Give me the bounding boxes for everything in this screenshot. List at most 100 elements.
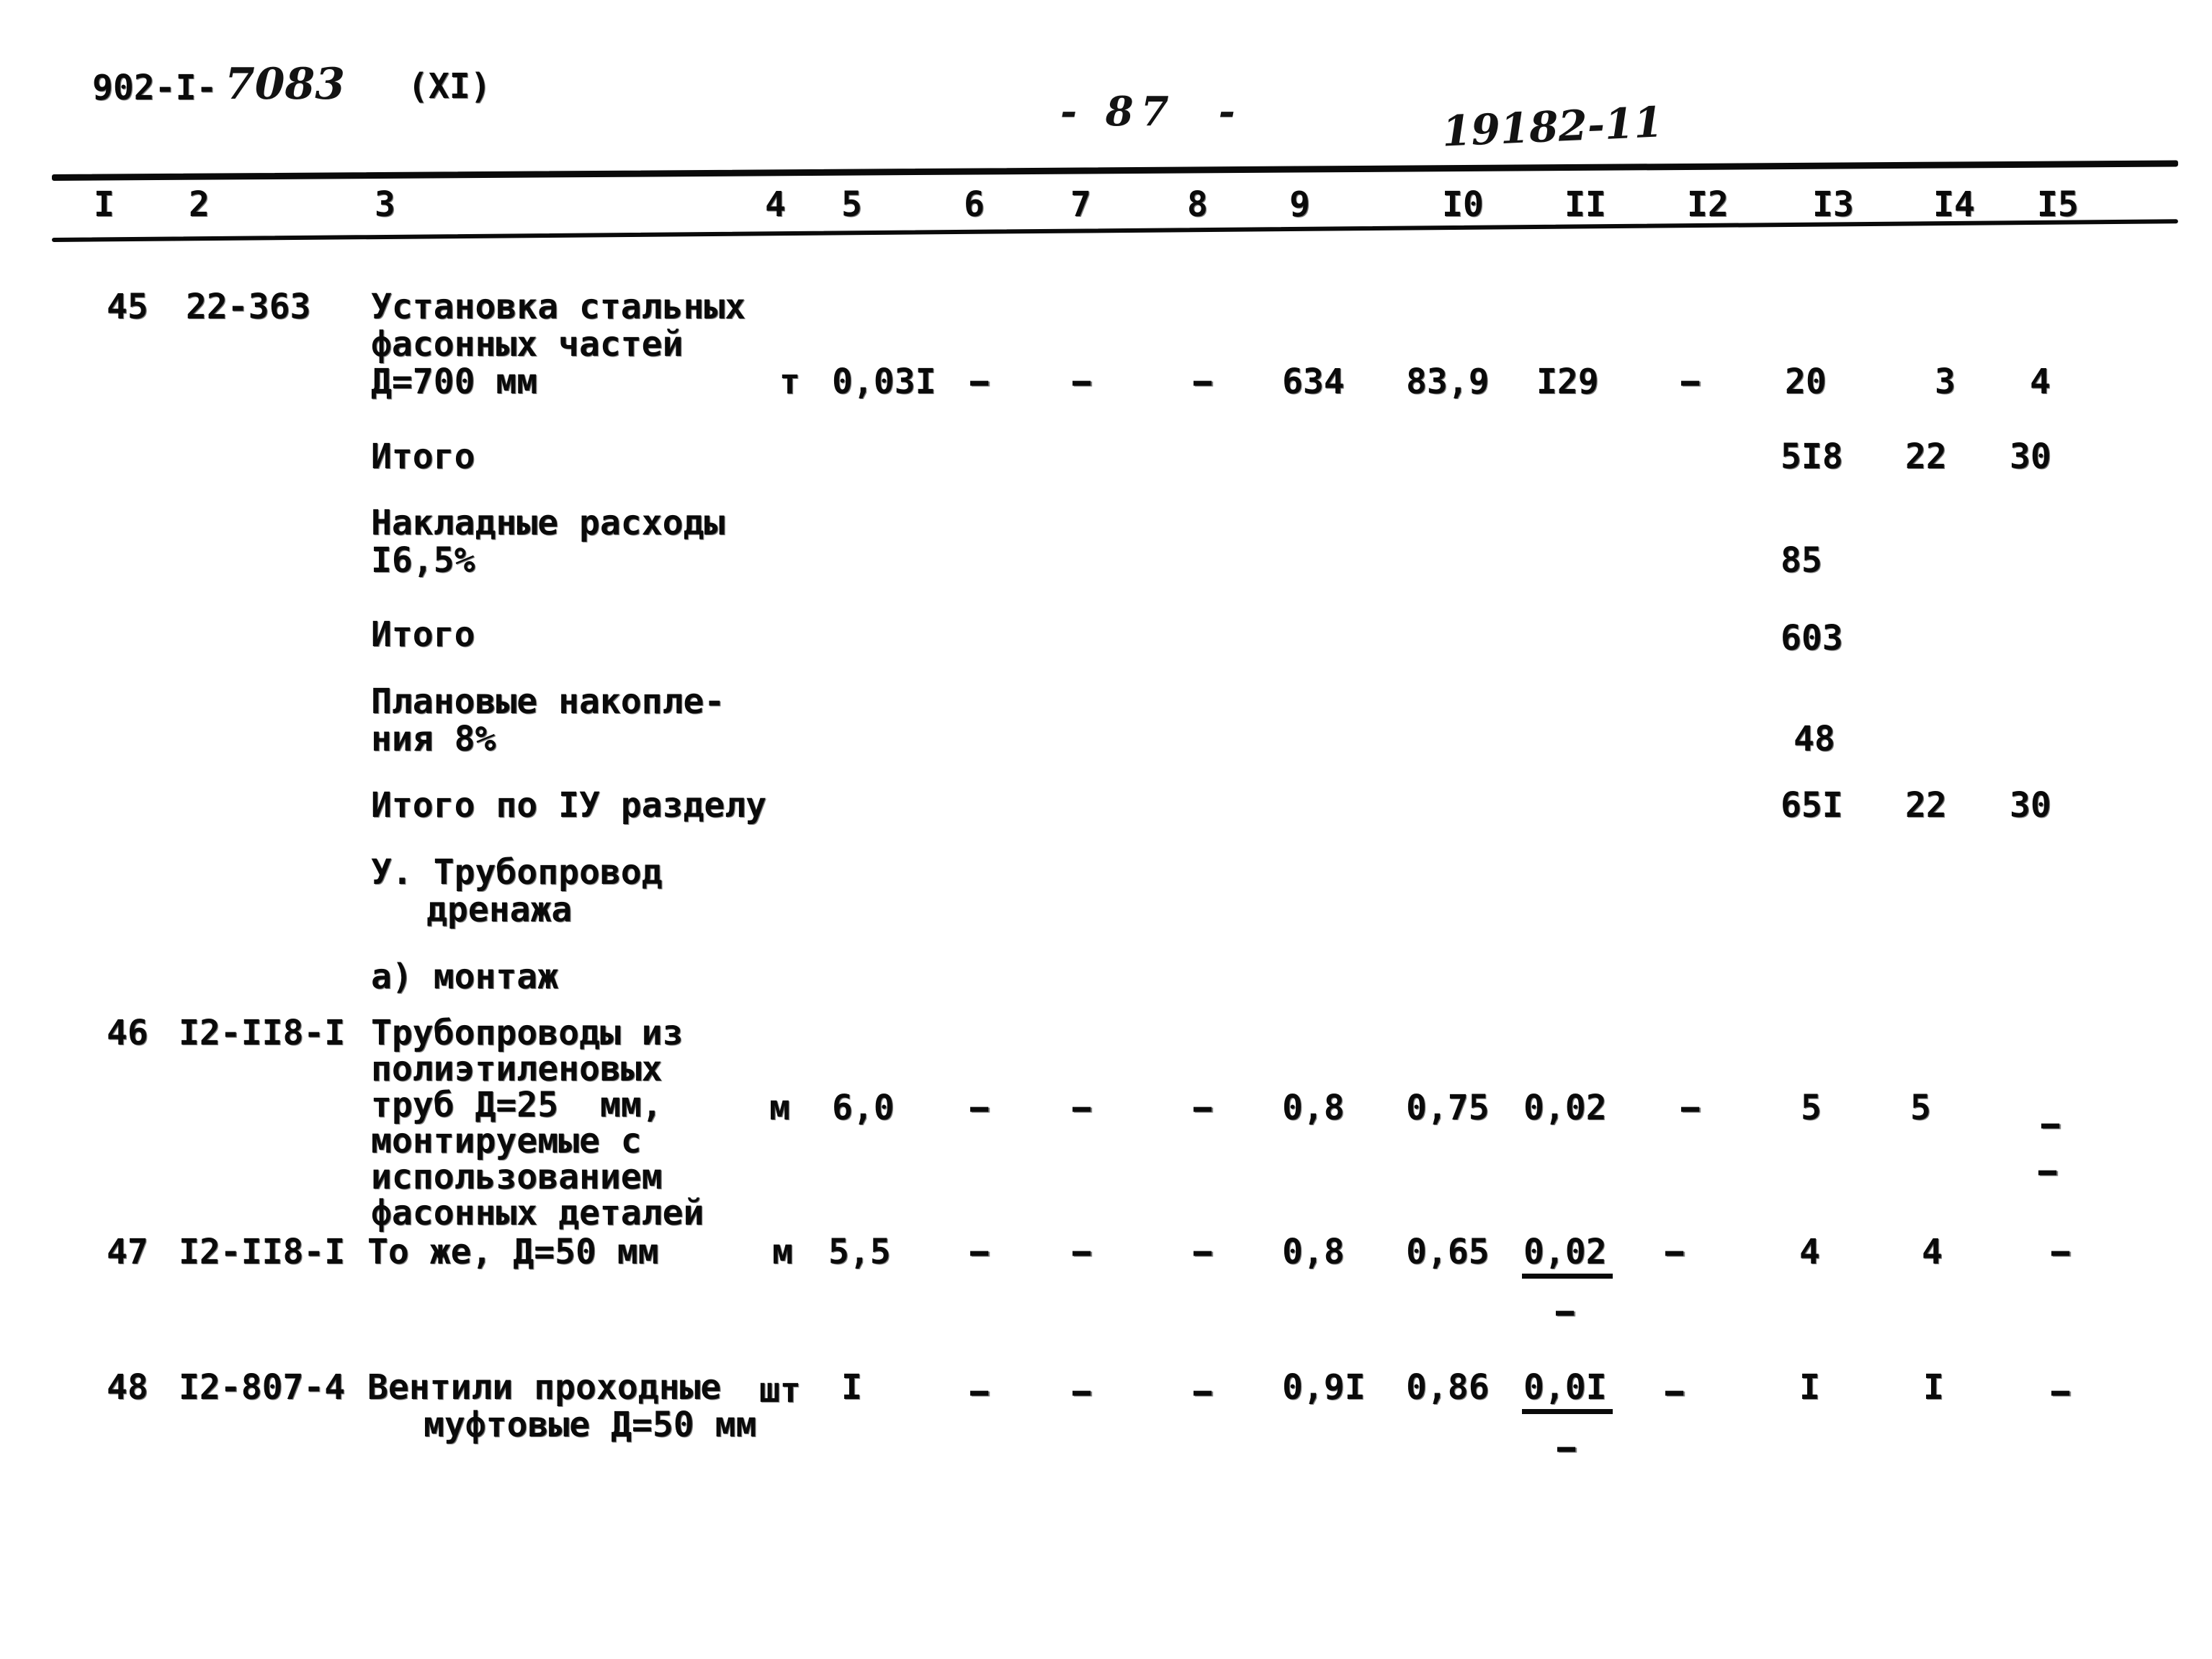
stamp-number: 19182-11 (1441, 97, 1664, 156)
col-header-8: 8 (1187, 184, 1208, 225)
row48-qty: I (841, 1367, 862, 1408)
row48-col10: 0,86 (1406, 1367, 1490, 1408)
subsection-a-label: а) монтаж (371, 957, 559, 997)
row46-name-line5: использованием (371, 1157, 663, 1197)
col-header-6: 6 (964, 184, 985, 225)
row47-col8: - (1185, 1232, 1221, 1272)
row48-col14: I (1923, 1367, 1944, 1408)
subtotal1-col15: 30 (2010, 437, 2051, 477)
overhead-label-line2: I6,5% (371, 540, 475, 581)
row46-col6: - (962, 1088, 998, 1128)
overhead-label-line1: Накладные расходы (371, 503, 725, 543)
row46-num: 46 (107, 1013, 148, 1053)
row47-col15: - (2043, 1232, 2079, 1272)
row45-name-line3: Д=700 мм (371, 362, 538, 402)
doc-number-typed: 902-I- (92, 68, 218, 108)
row45-col12: - (1673, 362, 1709, 402)
row48-col11-dash-below: - (1549, 1428, 1585, 1468)
col-header-3: 3 (375, 184, 395, 225)
row45-col10: 83,9 (1406, 362, 1490, 402)
doc-number-handwritten: 7083 (225, 59, 345, 109)
row46-name-line6: фасонных деталей (371, 1193, 704, 1233)
row47-num: 47 (107, 1232, 148, 1272)
row46-col12: - (1673, 1088, 1709, 1128)
row48-col6: - (962, 1372, 998, 1412)
row45-unit: т (779, 362, 800, 402)
row48-col8: - (1185, 1372, 1221, 1412)
row47-qty: 5,5 (828, 1232, 891, 1272)
row47-name: То же, Д=50 мм (367, 1232, 659, 1272)
row48-num: 48 (107, 1367, 148, 1408)
row47-col14: 4 (1922, 1232, 1943, 1272)
row48-col15: - (2043, 1372, 2079, 1412)
table-top-rule (51, 160, 2178, 181)
col-header-11: II (1564, 184, 1606, 225)
subtotal1-col14: 22 (1905, 437, 1947, 477)
row48-col13: I (1799, 1367, 1820, 1408)
row47-col13: 4 (1799, 1232, 1820, 1272)
row47-col10: 0,65 (1406, 1232, 1490, 1272)
row45-qty: 0,03I (832, 362, 936, 402)
col-header-4: 4 (765, 184, 786, 225)
row46-name-line2: полиэтиленовых (371, 1049, 663, 1089)
doc-part-label: (XI) (408, 66, 491, 107)
section4-total-col15: 30 (2010, 785, 2051, 826)
col-header-2: 2 (189, 184, 210, 225)
col-header-7: 7 (1070, 184, 1091, 225)
plan-col13: 48 (1794, 719, 1835, 759)
section4-total-col13: 65I (1781, 785, 1843, 826)
row45-num: 45 (107, 287, 148, 327)
col-header-5: 5 (841, 184, 862, 225)
table-header-rule (51, 219, 2178, 242)
row45-col14: 3 (1935, 362, 1956, 402)
row48-col7: - (1064, 1372, 1100, 1412)
subtotal2-col13: 603 (1781, 618, 1843, 658)
col-header-9: 9 (1289, 184, 1310, 225)
row47-col9: 0,8 (1282, 1232, 1345, 1272)
section4-total-col14: 22 (1905, 785, 1947, 826)
row47-col11-underlined: 0,02 (1522, 1233, 1613, 1279)
subtotal2-label: Итого (371, 614, 475, 655)
col-header-12: I2 (1687, 184, 1729, 225)
section5-title-line2: дренажа (426, 890, 573, 930)
row47-code: I2-II8-I (179, 1232, 346, 1272)
row48-col9: 0,9I (1282, 1367, 1366, 1408)
row46-name-line4: монтируемые с (371, 1121, 642, 1161)
row48-code: I2-807-4 (179, 1367, 346, 1408)
row47-unit: м (772, 1232, 793, 1272)
row46-col9: 0,8 (1282, 1088, 1345, 1128)
section4-total-label: Итого по IУ разделу (371, 785, 767, 826)
row45-col7: - (1064, 362, 1100, 402)
row48-unit: шт (759, 1370, 801, 1410)
subtotal1-label: Итого (371, 437, 475, 477)
row46-col14: 5 (1910, 1088, 1931, 1128)
plan-label-line1: Плановые накопле- (371, 681, 725, 722)
row46-col10: 0,75 (1406, 1088, 1490, 1128)
row45-name-line1: Установка стальных (371, 287, 746, 327)
row46-name-line3: труб Д=25 мм, (371, 1085, 663, 1125)
col-header-15: I5 (2037, 184, 2079, 225)
row48-col11-underlined: 0,0I (1522, 1369, 1613, 1414)
col-header-14: I4 (1933, 184, 1975, 225)
col-header-10: I0 (1442, 184, 1484, 225)
row46-col11: 0,02 (1523, 1088, 1607, 1128)
section5-title-line1: У. Трубопровод (371, 852, 663, 893)
col-header-1: I (94, 184, 115, 225)
row46-qty: 6,0 (832, 1088, 895, 1128)
row46-name-line1: Трубопроводы из (371, 1013, 684, 1053)
row45-col6: - (962, 362, 998, 402)
row45-col13: 20 (1785, 362, 1827, 402)
row46-col15-dash2: - (2030, 1151, 2066, 1191)
row46-unit: м (769, 1088, 790, 1128)
row47-col7: - (1064, 1232, 1100, 1272)
row45-col11: I29 (1536, 362, 1599, 402)
row46-col15-dash1: - (2033, 1104, 2069, 1145)
row48-name-line2: муфтовые Д=50 мм (424, 1405, 757, 1445)
row45-name-line2: фасонных частей (371, 324, 684, 365)
row46-col7: - (1064, 1088, 1100, 1128)
plan-label-line2: ния 8% (371, 719, 496, 759)
row47-col11-dash-below: - (1547, 1292, 1583, 1332)
row45-col8: - (1185, 362, 1221, 402)
col-header-13: I3 (1812, 184, 1854, 225)
